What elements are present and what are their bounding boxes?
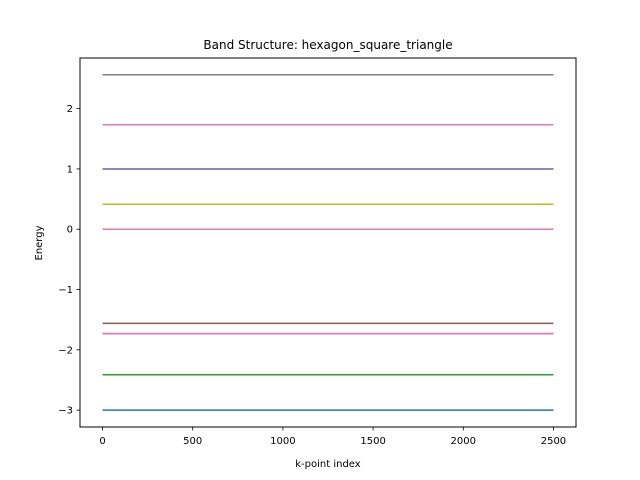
y-tick-label: 2	[67, 104, 73, 115]
x-tick-label: 500	[183, 436, 202, 447]
y-tick-label: −2	[58, 345, 73, 356]
y-tick-label: 0	[67, 225, 73, 236]
x-axis-title: k-point index	[295, 459, 361, 470]
series-layer	[102, 74, 554, 411]
plot-frame	[79, 57, 577, 428]
x-tick-label: 0	[99, 436, 105, 447]
x-tick-label: 1500	[360, 436, 385, 447]
x-axis-ticks: 0 500 1000 1500 2000 2500	[99, 427, 566, 447]
y-tick-label: −3	[58, 406, 73, 417]
y-tick-label: −1	[58, 285, 73, 296]
x-tick-label: 1000	[270, 436, 295, 447]
y-axis-ticks: −3 −2 −1 0 1 2	[58, 104, 80, 417]
x-tick-label: 2500	[541, 436, 566, 447]
y-tick-label: 1	[67, 164, 73, 175]
chart-title: Band Structure: hexagon_square_triangle	[203, 38, 452, 52]
y-axis-title: Energy	[34, 225, 45, 260]
x-tick-label: 2000	[451, 436, 476, 447]
